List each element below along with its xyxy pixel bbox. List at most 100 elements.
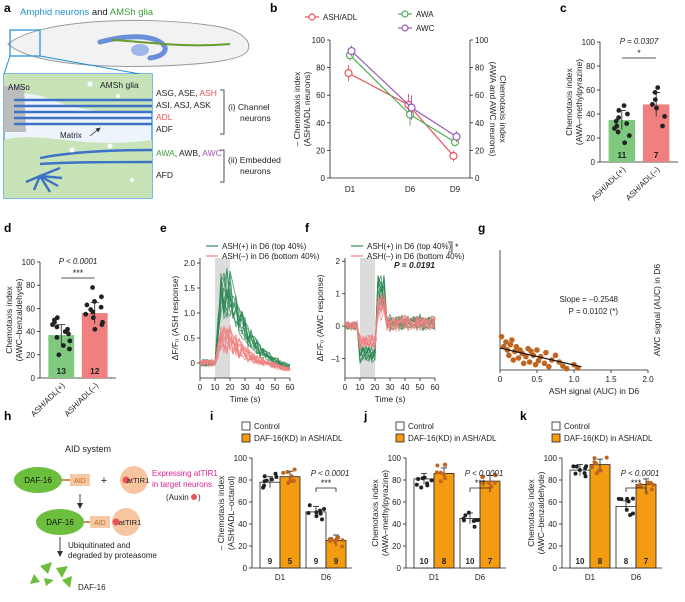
f-x-tick-label: 40 (401, 383, 410, 392)
i-point (314, 510, 319, 515)
k-point (648, 480, 653, 485)
i-pvalue: P < 0.0001 (311, 469, 350, 478)
d-x-tick-label: ASH/ADL(–) (63, 381, 101, 419)
i-bar-D1-0 (259, 481, 281, 569)
k-point (582, 471, 587, 476)
j-point (414, 482, 419, 487)
i-point (262, 483, 267, 488)
k-sig-bracket (625, 487, 647, 492)
j-count: 10 (420, 557, 429, 566)
k-x-tick-label: D1 (585, 573, 596, 582)
d-point (67, 346, 72, 352)
g-point (509, 337, 515, 343)
c-point (625, 111, 630, 117)
title-and: and (89, 7, 110, 18)
i-point (269, 477, 274, 482)
i-point (274, 474, 279, 479)
worm-glia (111, 39, 231, 47)
k-point (594, 471, 599, 476)
i-point (273, 471, 278, 476)
e-x-tick-label: 30 (241, 383, 250, 392)
panel-c: 0 20 40 60 80 100 Chemotaxis index(AWA–methylp… (564, 37, 678, 203)
b-ylabel-left-line: (ASH/ADL neurons) (302, 71, 312, 146)
k-point (624, 507, 629, 512)
j-point (472, 524, 477, 529)
d-count: 12 (90, 366, 100, 376)
channel-neuron-lines (14, 98, 152, 126)
aid-system-title: AID system (65, 444, 111, 454)
k-point (619, 497, 624, 502)
panel-j: 0 20 40 60 80 100 Chemotaxis index(AWA–methylp… (370, 421, 506, 582)
k-bar-D1-1 (589, 464, 611, 569)
j-y-axis-tick-label: 0 (397, 564, 402, 573)
panel-label-h: h (4, 409, 11, 423)
c-point (615, 129, 621, 135)
f-x-tick-label: 60 (431, 383, 440, 392)
c-ylabel-line: Chemotaxis index (564, 67, 574, 135)
attir1-label-1: atTIR1 (127, 476, 150, 485)
j-y-axis-tick-label: 100 (388, 454, 402, 463)
i-legend-label: Control (254, 422, 280, 431)
c-y-axis-tick-label: 60 (586, 86, 595, 95)
k-point (592, 460, 597, 465)
i-legend-swatch (241, 421, 251, 431)
d-ylabel: Chemotaxis index(AWC–benzaldehyde) (4, 278, 24, 361)
f-pvalue: P = 0.0191 (394, 260, 435, 270)
glia-dots (69, 81, 134, 182)
k-ylabel-line: Chemotaxis index (526, 478, 536, 546)
j-bar-D1-1 (433, 472, 455, 569)
expressing-line-2: in target neurons (152, 480, 212, 489)
embedded-row-2: AFD (156, 170, 173, 180)
f-y-tick-label: 2 (336, 257, 341, 266)
j-bar-D1-0 (413, 478, 435, 569)
i-point (320, 517, 325, 522)
f-legend-label: ASH(–) in D6 (bottom 40%) (367, 252, 465, 261)
c-y-axis-tick-label: 0 (591, 158, 596, 167)
i-bar-D1-1 (279, 476, 301, 569)
g-point (541, 360, 548, 367)
b-ylabel-left: – Chemotaxis index(ASH/ADL neurons) (292, 71, 312, 146)
d-point (83, 311, 89, 317)
j-ylabel-line: Chemotaxis index (370, 478, 380, 546)
panel-label-j: j (363, 409, 367, 423)
title-amphid: Amphid neurons (20, 7, 89, 18)
d-y-axis-tick-label: 0 (31, 374, 36, 383)
attir1-dot-2 (112, 518, 120, 526)
e-x-tick-label: 40 (256, 383, 265, 392)
b-legend-label: AWC (416, 24, 435, 33)
j-pvalue: P < 0.0001 (465, 469, 504, 478)
f-x-tick-label: 30 (386, 383, 395, 392)
g-point (534, 347, 540, 353)
f-sig-bracket (448, 241, 453, 253)
b-point-AWC (452, 132, 461, 141)
daf16-label-2: DAF-16 (46, 518, 74, 527)
e-ylabel: ΔF/F₀ (ASH response) (170, 275, 180, 360)
f-legend-label: ASH(+) in D6 (top 40%) (367, 242, 452, 251)
d-point (65, 326, 70, 332)
j-point (474, 518, 479, 523)
daf16-fragments-label: DAF-16 (78, 583, 106, 592)
b-point-AWA (405, 110, 415, 119)
k-legend-label: DAF-16(KD) in ASH/ADL (564, 434, 653, 443)
c-point (621, 103, 627, 108)
k-point (583, 474, 588, 479)
c-sig-stars: * (637, 48, 641, 58)
g-x-tick-label: 0.5 (531, 375, 543, 384)
panel-h: h AID system DAF-16 AID + atTIR1 Express… (4, 409, 218, 592)
auxin-label: (Auxin (166, 493, 189, 502)
g-point (513, 343, 520, 350)
i-ylabel-line: – Chemotaxis index (216, 475, 226, 550)
i-point (289, 474, 294, 479)
e-x-tick-label: 60 (286, 383, 295, 392)
panel-a: a Amphid neurons and AMSh glia AMSo AMSh… (3, 1, 281, 199)
ubiquitinated-line-1: Ubiquitinated and (68, 541, 130, 550)
j-y-axis-tick-label: 20 (392, 542, 401, 551)
i-sig-bracket (315, 487, 337, 492)
c-point (652, 97, 658, 102)
i-sig-stars: *** (321, 478, 332, 488)
b-series-line-ASH/ADL (348, 72, 454, 157)
k-point (577, 467, 582, 472)
j-point (461, 516, 466, 521)
f-x-tick-label: 50 (416, 383, 425, 392)
i-point (333, 539, 338, 544)
